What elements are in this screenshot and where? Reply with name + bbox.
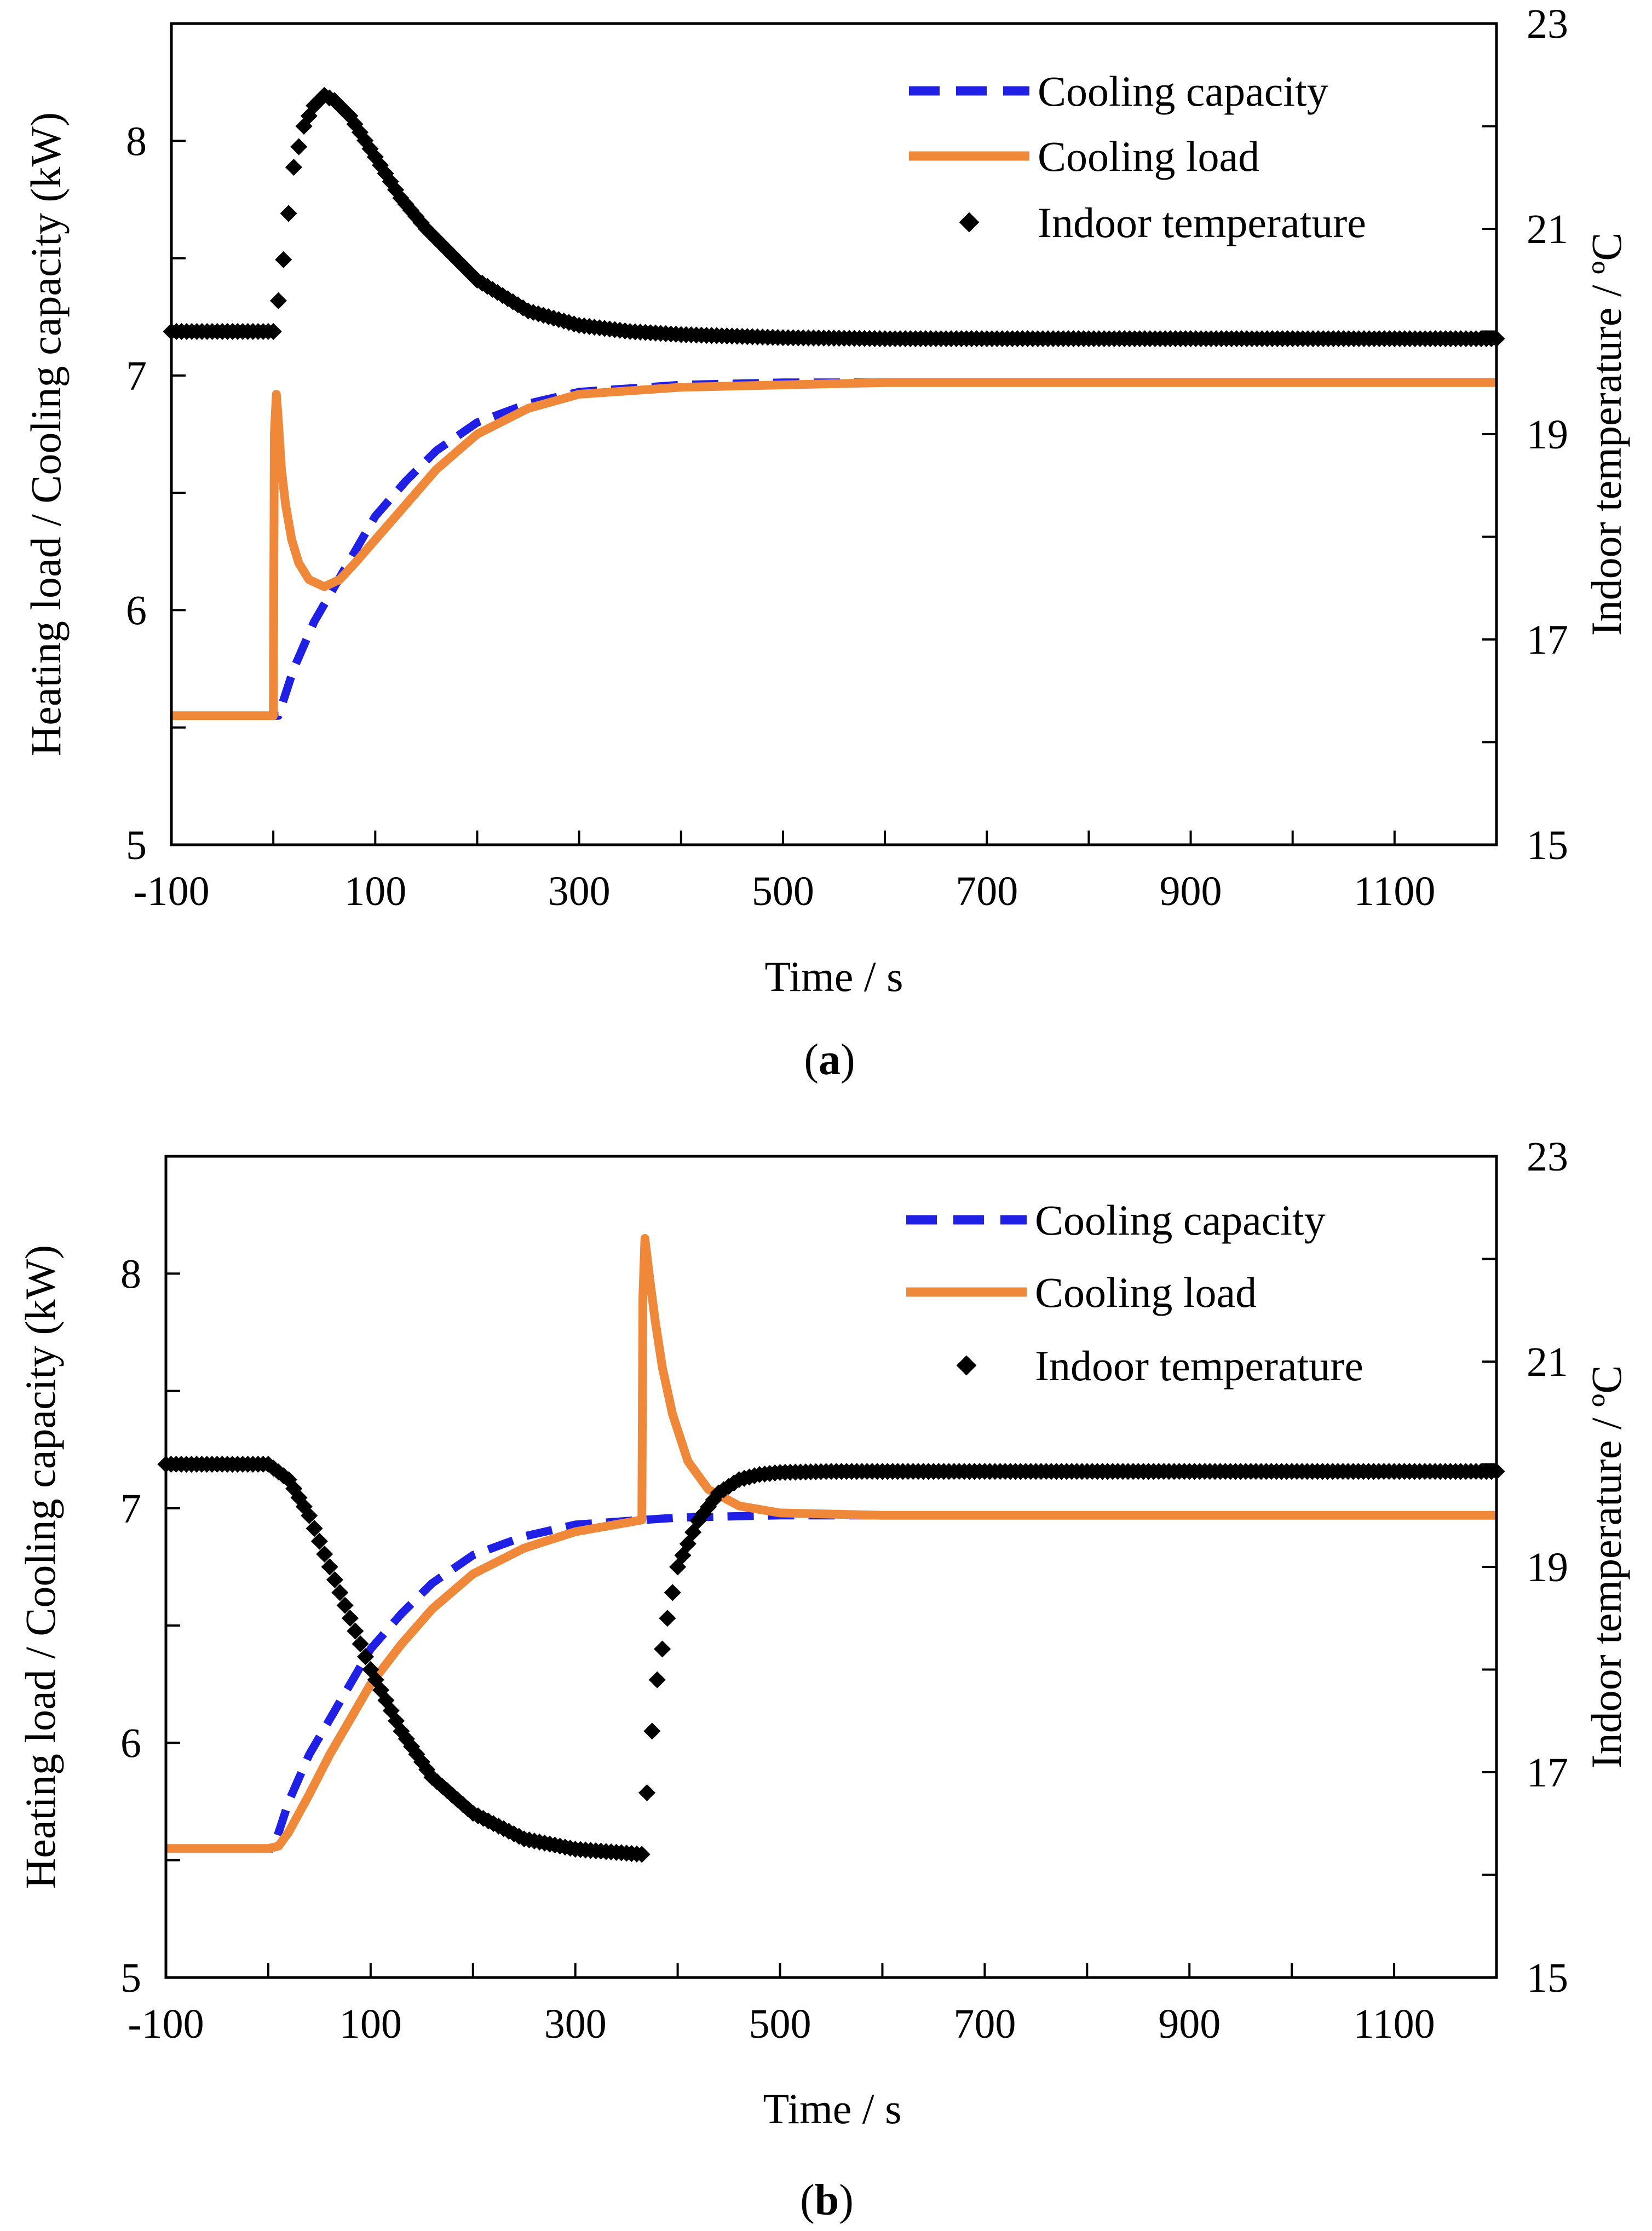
legend-label-load: Cooling load [1035,1269,1257,1316]
series-layer [163,87,1505,720]
panel-caption: (a) [804,1036,855,1084]
temperature-marker [654,1640,671,1658]
legend: Cooling capacity Cooling load Indoor tem… [909,67,1366,246]
y-left-axis-title: Heating load / Cooling capacity (kW) [22,112,70,756]
series-cooling-load [171,378,1496,720]
temperature-marker [301,1507,318,1524]
temperature-marker [643,1722,661,1740]
axis-layer: -100 100 300 500 700 900 1100 5 6 7 8 15 17 19 21 23 [120,1134,1568,2047]
y-right-tick-label: 17 [1527,617,1568,663]
series-indoor-temperature [163,87,1505,348]
x-tick-label: 500 [752,868,814,914]
temperature-marker [633,1846,651,1863]
temperature-marker [341,1610,359,1627]
temperature-marker [336,1596,354,1614]
legend-swatch-temperature [959,212,980,233]
legend-label-capacity: Cooling capacity [1038,67,1328,115]
x-tick-label: -100 [133,868,209,914]
y-right-tick-label: 21 [1527,1339,1568,1385]
temperature-marker [659,1610,676,1627]
temperature-marker [331,1584,349,1601]
y-left-tick-label: 5 [120,1955,141,2001]
legend-swatch-temperature [956,1355,977,1376]
x-tick-label: 700 [953,2001,1016,2047]
legend-label-temperature: Indoor temperature [1038,199,1366,246]
x-tick-label: 300 [548,868,611,914]
temperature-marker [638,1784,656,1802]
temperature-marker [280,205,297,222]
temperature-marker [326,1571,343,1588]
temperature-marker [270,1463,287,1481]
temperature-marker [352,1635,369,1653]
x-tick-label: 100 [339,2001,402,2047]
y-right-tick-label: 23 [1527,1134,1568,1180]
x-tick-label: 500 [749,2001,811,2047]
legend-label-temperature: Indoor temperature [1035,1342,1363,1390]
temperature-marker [306,1520,323,1537]
temperature-marker [664,1584,681,1601]
series-cooling-load [166,1234,1496,1853]
y-right-tick-label: 17 [1527,1750,1568,1796]
temperature-marker [285,158,302,176]
caption-open-paren: ( [800,2176,815,2224]
caption-letter: b [815,2176,839,2224]
y-left-tick-label: 8 [126,118,147,164]
caption-close-paren: ) [839,2176,854,2224]
temperature-marker [316,1546,333,1563]
chart-panel-a: -100 100 300 500 700 900 1100 5 6 7 8 15 17 19 21 23 Ti… [22,1,1630,1084]
temperature-marker [347,1622,364,1640]
y-right-tick-label: 21 [1527,206,1568,252]
temperature-marker [264,322,282,341]
y-left-tick-label: 8 [120,1251,141,1297]
y-right-tick-label: 19 [1527,412,1568,458]
y-right-tick-label: 15 [1527,822,1568,868]
y-right-tick-label: 15 [1527,1955,1568,2001]
y-left-tick-label: 6 [120,1720,141,1766]
temperature-marker [310,1532,328,1550]
x-tick-label: 900 [1158,2001,1221,2047]
y-right-tick-label: 23 [1527,1,1568,47]
temperature-marker [648,1671,666,1688]
temperature-marker [356,1648,375,1665]
y-left-axis-title: Heating load / Cooling capacity (kW) [16,1245,64,1889]
x-axis-title: Time / s [763,2085,902,2132]
legend-label-load: Cooling load [1038,132,1259,180]
series-cooling-capacity [171,378,1496,720]
temperature-marker [275,251,292,268]
x-tick-label: 100 [344,868,406,914]
series-indoor-temperature [157,1455,1505,1863]
y-left-tick-label: 6 [126,587,147,633]
x-tick-label: 1100 [1354,868,1435,914]
chart-panel-b: -100 100 300 500 700 900 1100 5 6 7 8 15 17 19 21 23 Ti… [16,1134,1630,2224]
x-tick-label: 1100 [1353,2001,1435,2047]
axis-layer: -100 100 300 500 700 900 1100 5 6 7 8 15 17 19 21 23 [126,1,1568,914]
caption-close-paren: ) [841,1036,855,1084]
x-axis-title: Time / s [765,953,903,1000]
y-right-axis-title: Indoor temperature / ºC [1582,233,1630,636]
x-tick-label: 900 [1160,868,1222,914]
x-tick-label: -100 [128,2001,204,2047]
y-left-tick-label: 5 [126,822,147,868]
panel-caption: (b) [800,2176,854,2224]
caption-open-paren: ( [804,1036,819,1084]
y-left-tick-label: 7 [120,1486,141,1532]
legend-label-capacity: Cooling capacity [1035,1196,1326,1244]
temperature-marker [321,1558,338,1576]
y-right-axis-title: Indoor temperature / ºC [1582,1365,1630,1769]
temperature-marker [290,138,308,155]
caption-letter: a [819,1036,841,1084]
legend: Cooling capacity Cooling load Indoor tem… [906,1196,1363,1390]
x-tick-label: 700 [955,868,1018,914]
y-right-tick-label: 19 [1527,1544,1568,1590]
x-tick-label: 300 [544,2001,607,2047]
y-left-tick-label: 7 [126,353,147,399]
series-layer [157,1234,1505,1863]
